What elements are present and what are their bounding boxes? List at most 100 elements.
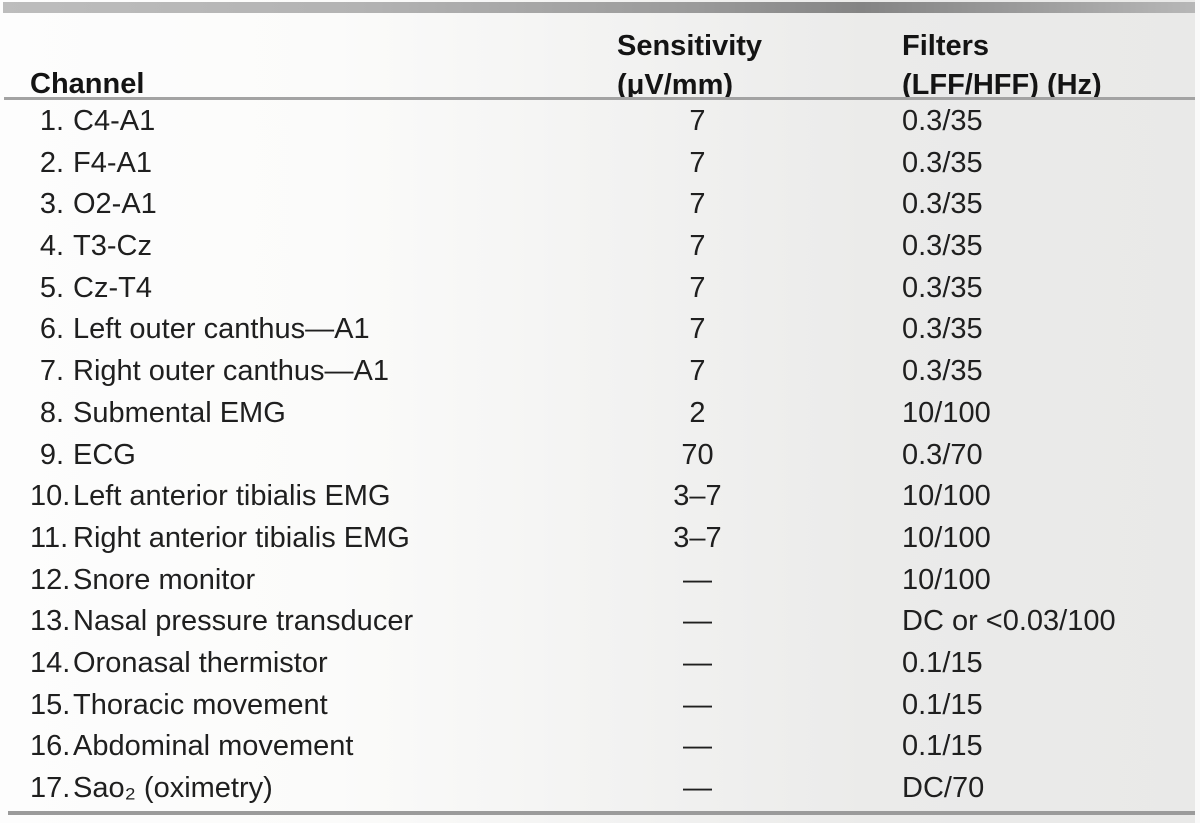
- channel-label: F4-A1: [73, 146, 152, 179]
- channel-cell: 6. Left outer canthus—A1: [0, 309, 600, 351]
- channel-number: 4.: [39, 230, 64, 263]
- channel-cell: 10. Left anterior tibialis EMG: [0, 476, 600, 518]
- channel-cell: 2. F4-A1: [0, 143, 600, 185]
- filters-value: 10/100: [902, 480, 991, 513]
- filters-value: 0.3/35: [902, 188, 983, 221]
- table-row: 2. F4-A1 7 0.3/35: [0, 143, 1200, 185]
- sensitivity-value: —: [683, 730, 712, 763]
- channel-number: 15.: [30, 688, 71, 721]
- channel-cell: 12. Snore monitor: [0, 560, 600, 602]
- sensitivity-value: 7: [689, 355, 706, 388]
- channel-label: O2-A1: [73, 188, 157, 221]
- channel-cell: 17. Saᴏ₂ (oximetry): [0, 768, 600, 810]
- sensitivity-value: —: [683, 688, 712, 721]
- table-row: 14. Oronasal thermistor — 0.1/15: [0, 643, 1200, 685]
- sensitivity-value: 7: [689, 230, 706, 263]
- channel-cell: 9. ECG: [0, 435, 600, 477]
- table-row: 11. Right anterior tibialis EMG 3–7 10/1…: [0, 518, 1200, 560]
- channel-number: 8.: [39, 396, 64, 429]
- sensitivity-value: 7: [689, 146, 706, 179]
- table-row: 4. T3-Cz 7 0.3/35: [0, 226, 1200, 268]
- table-row: 9. ECG 70 0.3/70: [0, 435, 1200, 477]
- table-row: 6. Left outer canthus—A1 7 0.3/35: [0, 309, 1200, 351]
- table-row: 16. Abdominal movement — 0.1/15: [0, 726, 1200, 768]
- column-header-sensitivity-line1: Sensitivity: [617, 30, 763, 62]
- channel-label: Abdominal movement: [73, 730, 354, 763]
- filters-value: 0.3/35: [902, 146, 983, 179]
- table-header-rule: [4, 97, 1200, 100]
- channel-cell: 15. Thoracic movement: [0, 685, 600, 727]
- channel-label: Left outer canthus—A1: [73, 313, 370, 346]
- column-header-filters: Filters (LFF/HFF) (Hz): [795, 27, 1200, 105]
- table-top-rule: [3, 2, 1195, 13]
- channel-label: Oronasal thermistor: [73, 646, 328, 679]
- sensitivity-value: 3–7: [673, 480, 722, 513]
- channel-number: 16.: [30, 730, 71, 763]
- channel-number: 10.: [30, 480, 71, 513]
- filters-value: 0.1/15: [902, 646, 983, 679]
- table-row: 15. Thoracic movement — 0.1/15: [0, 685, 1200, 727]
- channel-label: ECG: [73, 438, 136, 471]
- channel-number: 3.: [39, 188, 64, 221]
- sensitivity-value: 2: [689, 396, 706, 429]
- channel-label: Right anterior tibialis EMG: [73, 521, 410, 554]
- table-body: 1. C4-A1 7 0.3/35 2. F4-A1 7 0.3/35 3. O…: [0, 101, 1200, 810]
- table-row: 8. Submental EMG 2 10/100: [0, 393, 1200, 435]
- filters-value: DC or <0.03/100: [902, 605, 1116, 638]
- channel-label: Submental EMG: [73, 396, 286, 429]
- filters-value: 10/100: [902, 563, 991, 596]
- table-row: 13. Nasal pressure transducer — DC or <0…: [0, 601, 1200, 643]
- table-row: 17. Saᴏ₂ (oximetry) — DC/70: [0, 768, 1200, 810]
- channel-cell: 1. C4-A1: [0, 101, 600, 143]
- channel-label: Nasal pressure transducer: [73, 605, 414, 638]
- page-right-edge: [1195, 0, 1200, 823]
- filters-value: 10/100: [902, 521, 991, 554]
- channel-number: 2.: [39, 146, 64, 179]
- filters-value: 0.1/15: [902, 730, 983, 763]
- channel-number: 17.: [30, 772, 71, 804]
- filters-value: 0.1/15: [902, 688, 983, 721]
- channel-cell: 8. Submental EMG: [0, 393, 600, 435]
- table-row: 12. Snore monitor — 10/100: [0, 560, 1200, 602]
- sensitivity-value: 7: [689, 271, 706, 304]
- table-row: 10. Left anterior tibialis EMG 3–7 10/10…: [0, 476, 1200, 518]
- sensitivity-value: —: [683, 646, 712, 679]
- sensitivity-value: 7: [689, 313, 706, 346]
- sensitivity-value: 70: [681, 438, 714, 471]
- channel-cell: 11. Right anterior tibialis EMG: [0, 518, 600, 560]
- filters-value: DC/70: [902, 772, 985, 804]
- column-header-sensitivity-line2: (μV/mm): [617, 69, 734, 101]
- channel-number: 11.: [30, 521, 69, 554]
- column-header-filters-line2: (LFF/HFF) (Hz): [902, 69, 1102, 101]
- channel-number: 5.: [39, 271, 64, 304]
- column-header-channel-label: Channel: [30, 68, 145, 100]
- sensitivity-value: —: [683, 772, 712, 804]
- filters-value: 0.3/35: [902, 230, 983, 263]
- column-header-channel: Channel: [0, 27, 600, 105]
- sensitivity-value: 7: [689, 188, 706, 221]
- sensitivity-value: 3–7: [673, 521, 722, 554]
- table-bottom-rule: [8, 811, 1200, 815]
- channel-label: C4-A1: [73, 105, 156, 137]
- table-row: 3. O2-A1 7 0.3/35: [0, 184, 1200, 226]
- filters-value: 0.3/35: [902, 313, 983, 346]
- channel-number: 14.: [30, 646, 71, 679]
- channel-label: T3-Cz: [73, 230, 152, 263]
- channel-cell: 5. Cz-T4: [0, 268, 600, 310]
- channel-number: 9.: [39, 438, 64, 471]
- channel-label: Saᴏ₂ (oximetry): [73, 772, 273, 804]
- table-row: 7. Right outer canthus—A1 7 0.3/35: [0, 351, 1200, 393]
- channel-label: Snore monitor: [73, 563, 256, 596]
- sensitivity-value: —: [683, 605, 712, 638]
- channel-number: 13.: [30, 605, 71, 638]
- channel-cell: 16. Abdominal movement: [0, 726, 600, 768]
- channel-cell: 4. T3-Cz: [0, 226, 600, 268]
- channel-label: Right outer canthus—A1: [73, 355, 389, 388]
- channel-label: Cz-T4: [73, 271, 152, 304]
- table-header-row: Channel Sensitivity (μV/mm) Filters (LFF…: [0, 13, 1200, 101]
- table-row: 1. C4-A1 7 0.3/35: [0, 101, 1200, 143]
- filters-value: 0.3/70: [902, 438, 983, 471]
- channel-number: 6.: [39, 313, 64, 346]
- channel-cell: 13. Nasal pressure transducer: [0, 601, 600, 643]
